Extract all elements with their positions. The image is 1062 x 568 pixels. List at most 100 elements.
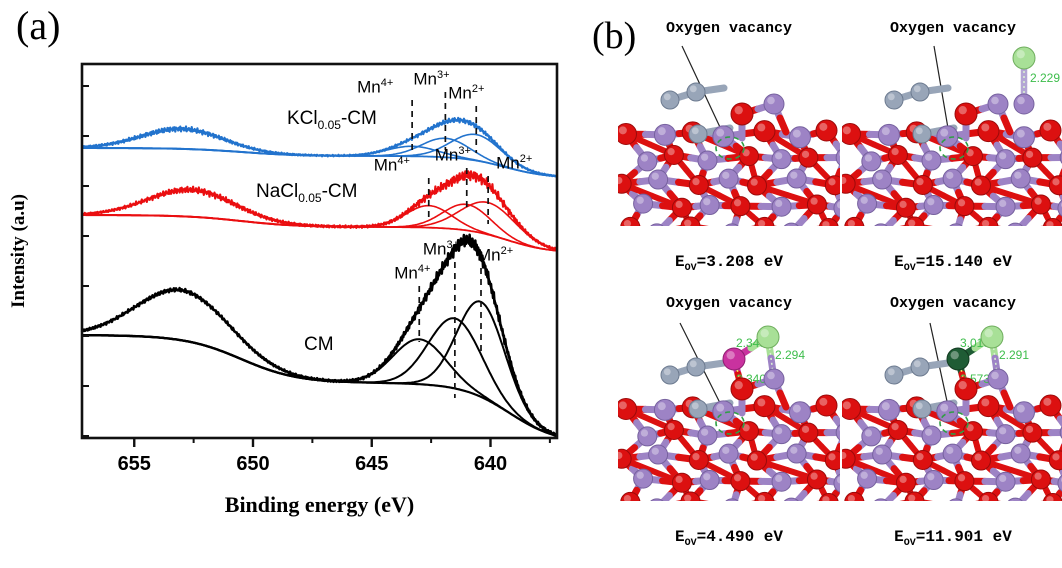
structure-cell-4: Oxygen vacancy 3.013 2.291 2.573 EOV=11.901 … (842, 295, 1062, 549)
atom (771, 424, 792, 445)
atom-highlight (618, 401, 627, 410)
bond (832, 415, 840, 431)
atom (1012, 126, 1035, 149)
deconvoluted-peak-KCl0.05-CM-3+ (82, 137, 557, 177)
atom (722, 347, 746, 371)
atom-highlight (640, 429, 649, 437)
atom-highlight (1017, 96, 1025, 105)
atom (688, 174, 709, 195)
atom (671, 472, 692, 493)
atom (771, 196, 792, 217)
atom (954, 377, 978, 401)
atom (786, 168, 807, 189)
atom (730, 377, 754, 401)
atom (763, 368, 785, 390)
atom-highlight (618, 126, 627, 135)
atom (995, 424, 1016, 445)
atom-highlight (689, 85, 697, 93)
vacancy-energy-label: EOV=4.490 eV (674, 527, 784, 549)
atom-highlight (722, 446, 730, 454)
atom-highlight (974, 453, 982, 461)
atom (783, 222, 799, 226)
atom (815, 119, 838, 142)
atom (844, 491, 865, 501)
atom (753, 120, 776, 143)
bond (835, 468, 840, 485)
bond (706, 359, 728, 369)
deconvoluted-peak-KCl0.05-CM-4+ (82, 145, 557, 177)
atom-highlight (981, 219, 990, 226)
atom-highlight (691, 402, 699, 410)
atom-highlight (899, 475, 907, 484)
bond (659, 492, 673, 501)
oxygen-vacancy-label: Oxygen vacancy (889, 295, 1017, 312)
atom (712, 400, 735, 423)
atom-highlight (716, 403, 725, 412)
vacancy-pointer-line (933, 45, 951, 141)
atom-highlight (1025, 150, 1034, 158)
series-label-KCl0.05-CM: KCl0.05-CM (287, 108, 377, 132)
atom-highlight (981, 123, 990, 132)
atom-highlight (1014, 446, 1022, 454)
atom-highlight (860, 471, 868, 479)
atom-highlight (946, 171, 954, 179)
atom-highlight (636, 471, 644, 479)
atom-highlight (757, 494, 766, 501)
atom-highlight (847, 219, 856, 226)
atom (833, 473, 840, 493)
atom (653, 398, 676, 421)
atom (977, 120, 1000, 143)
atom (971, 175, 992, 196)
atom-highlight (875, 447, 883, 455)
atom (1010, 443, 1031, 464)
atom (771, 471, 792, 492)
atom-highlight (842, 126, 851, 135)
atom-highlight (1025, 425, 1034, 433)
atom-highlight (663, 368, 671, 376)
atom (806, 194, 827, 215)
atom-highlight (792, 404, 801, 413)
atom (824, 175, 840, 196)
atom-highlight (1034, 197, 1042, 205)
atom-highlight (801, 150, 810, 158)
atom-highlight (957, 474, 966, 482)
atom-highlight (623, 219, 632, 226)
atom-highlight (927, 198, 935, 206)
oxygen-vacancy-label: Oxygen vacancy (665, 295, 793, 312)
atom (1042, 218, 1062, 226)
atom (699, 195, 720, 216)
atom (686, 82, 706, 102)
atom-highlight (726, 350, 735, 360)
atom (1030, 469, 1051, 490)
atom (921, 150, 942, 171)
atom-highlight (842, 401, 851, 410)
bond (706, 84, 728, 94)
atom-highlight (636, 196, 644, 204)
atom-highlight (1043, 122, 1052, 131)
atom (835, 424, 840, 441)
atom (1022, 147, 1043, 168)
atom (942, 168, 963, 189)
atom-highlight (618, 176, 623, 185)
atom (923, 195, 944, 216)
atom (954, 196, 975, 217)
atom (671, 197, 692, 218)
atom-highlight (790, 171, 798, 179)
atom (637, 426, 658, 447)
oxygen-vacancy-circle (939, 136, 969, 160)
atom-highlight (775, 152, 783, 160)
plot-frame (80, 62, 559, 440)
atom (798, 422, 819, 443)
atom-highlight (775, 427, 783, 435)
atom (663, 144, 684, 165)
atom (763, 93, 785, 115)
structure-image-2: 2.229 (842, 45, 1062, 226)
atom (949, 498, 963, 501)
atom (895, 197, 916, 218)
atom (995, 149, 1016, 170)
atom-highlight (651, 172, 659, 180)
atom (844, 216, 865, 226)
atom (633, 193, 654, 214)
atom-highlight (757, 123, 766, 132)
vacancy-energy-label: EOV=3.208 eV (674, 252, 784, 274)
